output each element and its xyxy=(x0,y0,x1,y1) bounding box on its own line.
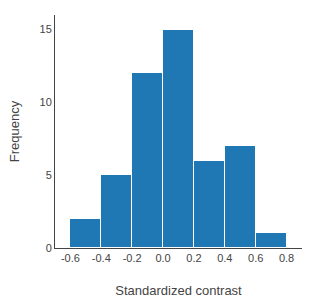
svg-text:0.4: 0.4 xyxy=(217,252,232,264)
svg-text:10: 10 xyxy=(40,96,52,108)
svg-text:Standardized contrast: Standardized contrast xyxy=(115,283,242,298)
svg-text:0.2: 0.2 xyxy=(186,252,201,264)
svg-text:0.8: 0.8 xyxy=(279,252,294,264)
svg-text:15: 15 xyxy=(40,23,52,35)
svg-text:0.0: 0.0 xyxy=(155,252,170,264)
svg-text:-0.4: -0.4 xyxy=(92,252,111,264)
svg-text:5: 5 xyxy=(46,169,52,181)
svg-text:-0.2: -0.2 xyxy=(123,252,142,264)
svg-text:-0.6: -0.6 xyxy=(61,252,80,264)
svg-text:Frequency: Frequency xyxy=(7,100,22,162)
svg-text:0: 0 xyxy=(46,242,52,254)
svg-text:0.6: 0.6 xyxy=(248,252,263,264)
